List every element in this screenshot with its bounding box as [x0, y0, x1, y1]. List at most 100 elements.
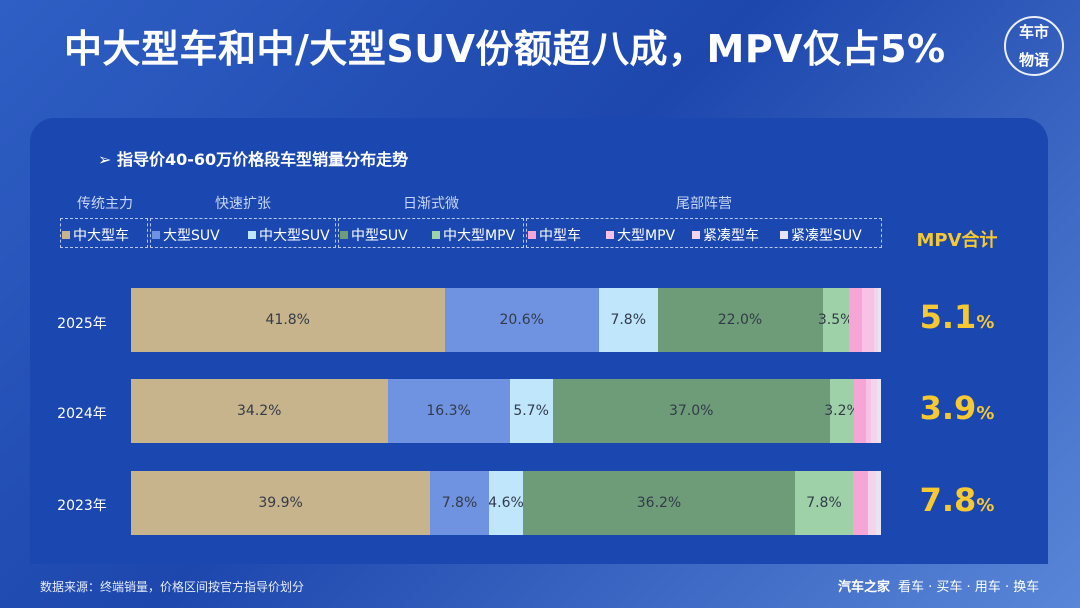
- legend-item: 紧凑型车: [692, 225, 759, 245]
- bar-segment: 16.3%: [387, 379, 510, 443]
- group-label-expanding: 快速扩张: [215, 196, 271, 212]
- logo-line-1: 车市: [1018, 22, 1049, 41]
- bar-data-label: 7.8%: [610, 312, 647, 328]
- bar-data-label: 5.7%: [513, 403, 549, 419]
- legend-label: 紧凑型SUV: [791, 228, 862, 244]
- legend-item: 大型MPV: [606, 225, 675, 245]
- mpv-total-header: MPV合计: [916, 230, 998, 251]
- bar-data-label: 3.5%: [817, 312, 854, 328]
- bar-segment: 41.8%: [131, 288, 445, 352]
- bar-segment: 34.2%: [131, 379, 388, 443]
- year-label-2023: 2023年: [57, 498, 107, 514]
- legend-item: 中大型MPV: [432, 225, 515, 245]
- mpv-total-2025: 5.1%: [905, 298, 1009, 336]
- legend-item: 中大型车: [62, 225, 129, 245]
- brand-tagline: 看车 · 买车 · 用车 · 换车: [898, 580, 1040, 595]
- bar-segment: 7.8%: [794, 471, 854, 535]
- legend-item: 紧凑型SUV: [780, 225, 862, 245]
- group-label-traditional: 传统主力: [77, 196, 133, 212]
- legend-swatch: [606, 231, 614, 239]
- bar-segment: [848, 288, 863, 352]
- bar-segment: 3.5%: [818, 288, 853, 352]
- mpv-total-number: 3.9: [919, 389, 977, 427]
- bar-data-label: 36.2%: [636, 495, 682, 511]
- stacked-bar-2023: 39.9% 7.8% 4.6% 36.2% 7.8%: [131, 471, 881, 535]
- bar-data-label: 3.2%: [824, 403, 860, 419]
- bar-segment: [877, 379, 881, 443]
- legend-swatch: [432, 231, 440, 239]
- bar-data-label: 34.2%: [237, 403, 282, 419]
- mpv-total-unit: %: [976, 312, 995, 333]
- legend-item: 中型车: [528, 225, 581, 245]
- legend-item: 中大型SUV: [248, 225, 330, 245]
- legend-label: 中大型车: [73, 228, 129, 244]
- legend-label: 中型车: [539, 228, 581, 244]
- legend-group-box: [526, 218, 882, 248]
- bar-data-label: 16.3%: [426, 403, 471, 419]
- bar-segment: [853, 471, 869, 535]
- bar-data-label: 7.8%: [441, 495, 478, 511]
- group-label-declining: 日渐式微: [403, 196, 459, 212]
- group-label-tail: 尾部阵营: [676, 196, 732, 212]
- bar-segment: [871, 379, 878, 443]
- page-title: 中大型车和中/大型SUV份额超八成，MPV仅占5%: [64, 27, 946, 71]
- legend-item: 中型SUV: [340, 225, 408, 245]
- bar-data-label: 7.8%: [806, 495, 842, 511]
- year-label-2024: 2024年: [57, 406, 107, 422]
- legend-group-box: [150, 218, 336, 248]
- logo-line-2: 物语: [1018, 50, 1049, 69]
- mpv-total-number: 7.8: [919, 481, 977, 519]
- legend-swatch: [528, 231, 536, 239]
- bar-segment: [854, 379, 866, 443]
- brand-name: 汽车之家: [838, 580, 891, 595]
- mpv-total-unit: %: [976, 495, 995, 516]
- legend-label: 中大型MPV: [443, 228, 516, 244]
- mpv-total-number: 5.1: [919, 298, 977, 336]
- legend-label: 中型SUV: [351, 228, 408, 244]
- legend-label: 中大型SUV: [259, 228, 330, 244]
- legend-swatch: [780, 231, 788, 239]
- bar-segment: [868, 471, 876, 535]
- bar-segment: 5.7%: [509, 379, 553, 443]
- legend-swatch: [62, 231, 70, 239]
- bar-segment: 37.0%: [552, 379, 830, 443]
- bar-segment: 4.6%: [488, 471, 524, 535]
- bar-data-label: 41.8%: [265, 312, 310, 328]
- bar-data-label: 39.9%: [258, 495, 303, 511]
- bar-segment: [862, 288, 875, 352]
- bar-segment: 36.2%: [523, 471, 795, 535]
- legend-item: 大型SUV: [152, 225, 220, 245]
- legend-label: 紧凑型车: [703, 228, 759, 244]
- bar-segment: 3.2%: [824, 379, 860, 443]
- brand-seal-logo: 车市 物语: [1004, 16, 1064, 76]
- legend-group-box: [60, 218, 148, 248]
- mpv-total-unit: %: [976, 403, 995, 424]
- bar-segment: 7.8%: [430, 471, 489, 535]
- legend-swatch: [248, 231, 256, 239]
- bar-data-label: 4.6%: [488, 495, 524, 511]
- bar-segment: 39.9%: [131, 471, 431, 535]
- legend-label: 大型MPV: [617, 228, 676, 244]
- footer-brand: 汽车之家 看车 · 买车 · 用车 · 换车: [838, 576, 1039, 595]
- bar-data-label: 22.0%: [717, 312, 763, 328]
- legend-group-box: [338, 218, 524, 248]
- stacked-bar-2024: 34.2% 16.3% 5.7% 37.0% 3.2%: [131, 379, 881, 443]
- legend-swatch: [152, 231, 160, 239]
- bar-segment: [874, 288, 878, 352]
- stacked-bar-2025: 41.8% 20.6% 7.8% 22.0% 3.5%: [131, 288, 881, 352]
- bar-segment: [878, 288, 881, 352]
- legend-label: 大型SUV: [163, 228, 220, 244]
- mpv-total-2024: 3.9%: [905, 389, 1009, 427]
- bar-data-label: 37.0%: [669, 403, 714, 419]
- bar-segment: [866, 379, 872, 443]
- year-label-2025: 2025年: [57, 316, 107, 332]
- bar-segment: [875, 471, 881, 535]
- bar-segment: 20.6%: [444, 288, 599, 352]
- chart-subtitle: ➢ 指导价40-60万价格段车型销量分布走势: [98, 150, 409, 169]
- bar-data-label: 20.6%: [499, 312, 544, 328]
- bar-segment: 22.0%: [657, 288, 823, 352]
- data-source-note: 数据来源：终端销量，价格区间按官方指导价划分: [40, 580, 305, 594]
- bar-segment: 7.8%: [599, 288, 658, 352]
- legend-swatch: [340, 231, 348, 239]
- legend-swatch: [692, 231, 700, 239]
